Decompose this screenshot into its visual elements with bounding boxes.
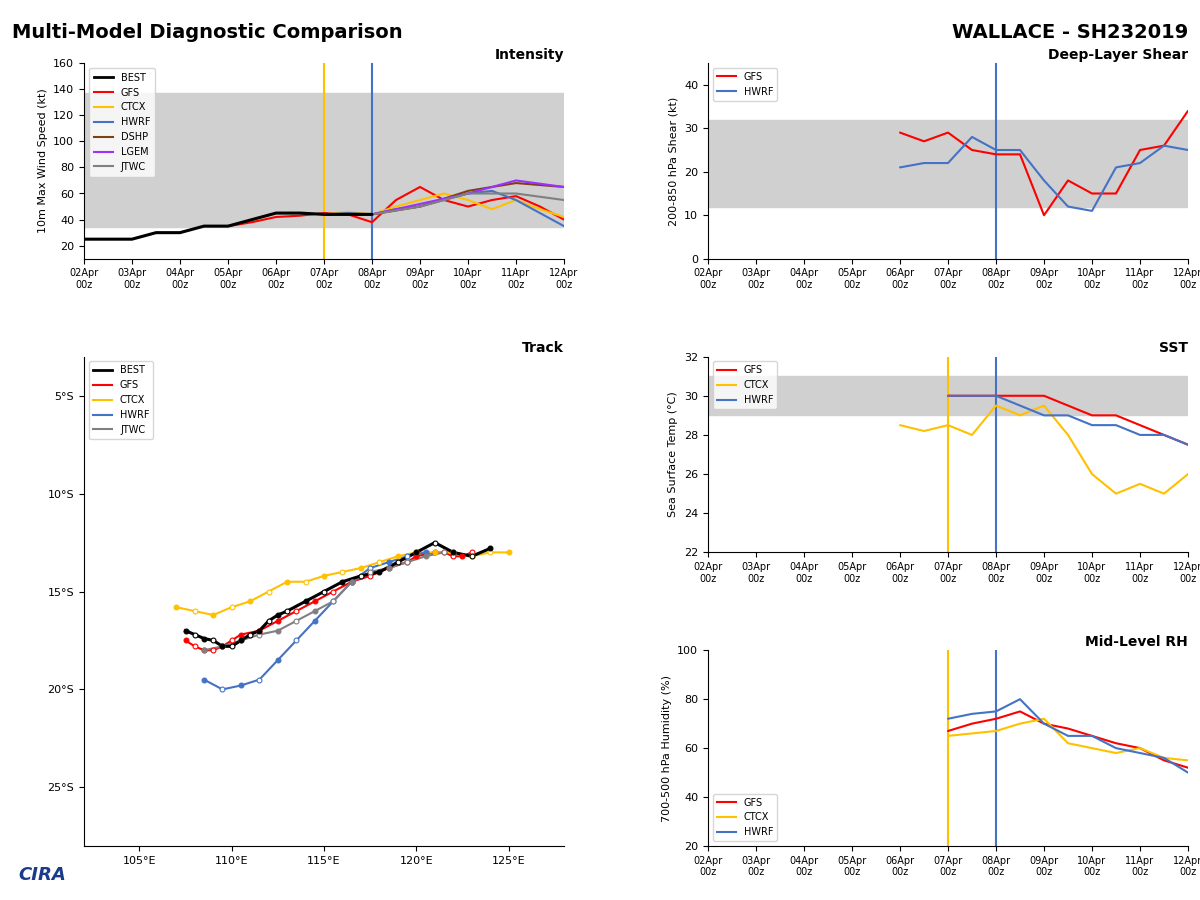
Legend: GFS, HWRF: GFS, HWRF — [713, 68, 778, 101]
Bar — [84, 188, 564, 228]
Bar — [708, 120, 1188, 172]
Legend: BEST, GFS, CTCX, HWRF, DSHP, LGEM, JTWC: BEST, GFS, CTCX, HWRF, DSHP, LGEM, JTWC — [89, 68, 155, 176]
Bar — [84, 147, 564, 188]
Text: Intensity: Intensity — [494, 48, 564, 62]
Text: Deep-Layer Shear: Deep-Layer Shear — [1048, 48, 1188, 62]
Y-axis label: 10m Max Wind Speed (kt): 10m Max Wind Speed (kt) — [37, 88, 48, 233]
Text: Multi-Model Diagnostic Comparison: Multi-Model Diagnostic Comparison — [12, 22, 403, 41]
Y-axis label: Sea Surface Temp (°C): Sea Surface Temp (°C) — [668, 392, 678, 518]
Legend: GFS, CTCX, HWRF: GFS, CTCX, HWRF — [713, 362, 778, 409]
Text: Track: Track — [522, 341, 564, 356]
Text: SST: SST — [1159, 341, 1188, 356]
Y-axis label: 700-500 hPa Humidity (%): 700-500 hPa Humidity (%) — [661, 675, 672, 822]
Bar — [708, 376, 1188, 415]
Text: WALLACE - SH232019: WALLACE - SH232019 — [952, 22, 1188, 41]
Text: CIRA: CIRA — [18, 866, 66, 884]
Text: Mid-Level RH: Mid-Level RH — [1085, 635, 1188, 649]
Y-axis label: 200-850 hPa Shear (kt): 200-850 hPa Shear (kt) — [668, 96, 678, 226]
Bar — [708, 172, 1188, 206]
Legend: GFS, CTCX, HWRF: GFS, CTCX, HWRF — [713, 794, 778, 842]
Legend: BEST, GFS, CTCX, HWRF, JTWC: BEST, GFS, CTCX, HWRF, JTWC — [89, 362, 154, 438]
Bar — [84, 93, 564, 147]
